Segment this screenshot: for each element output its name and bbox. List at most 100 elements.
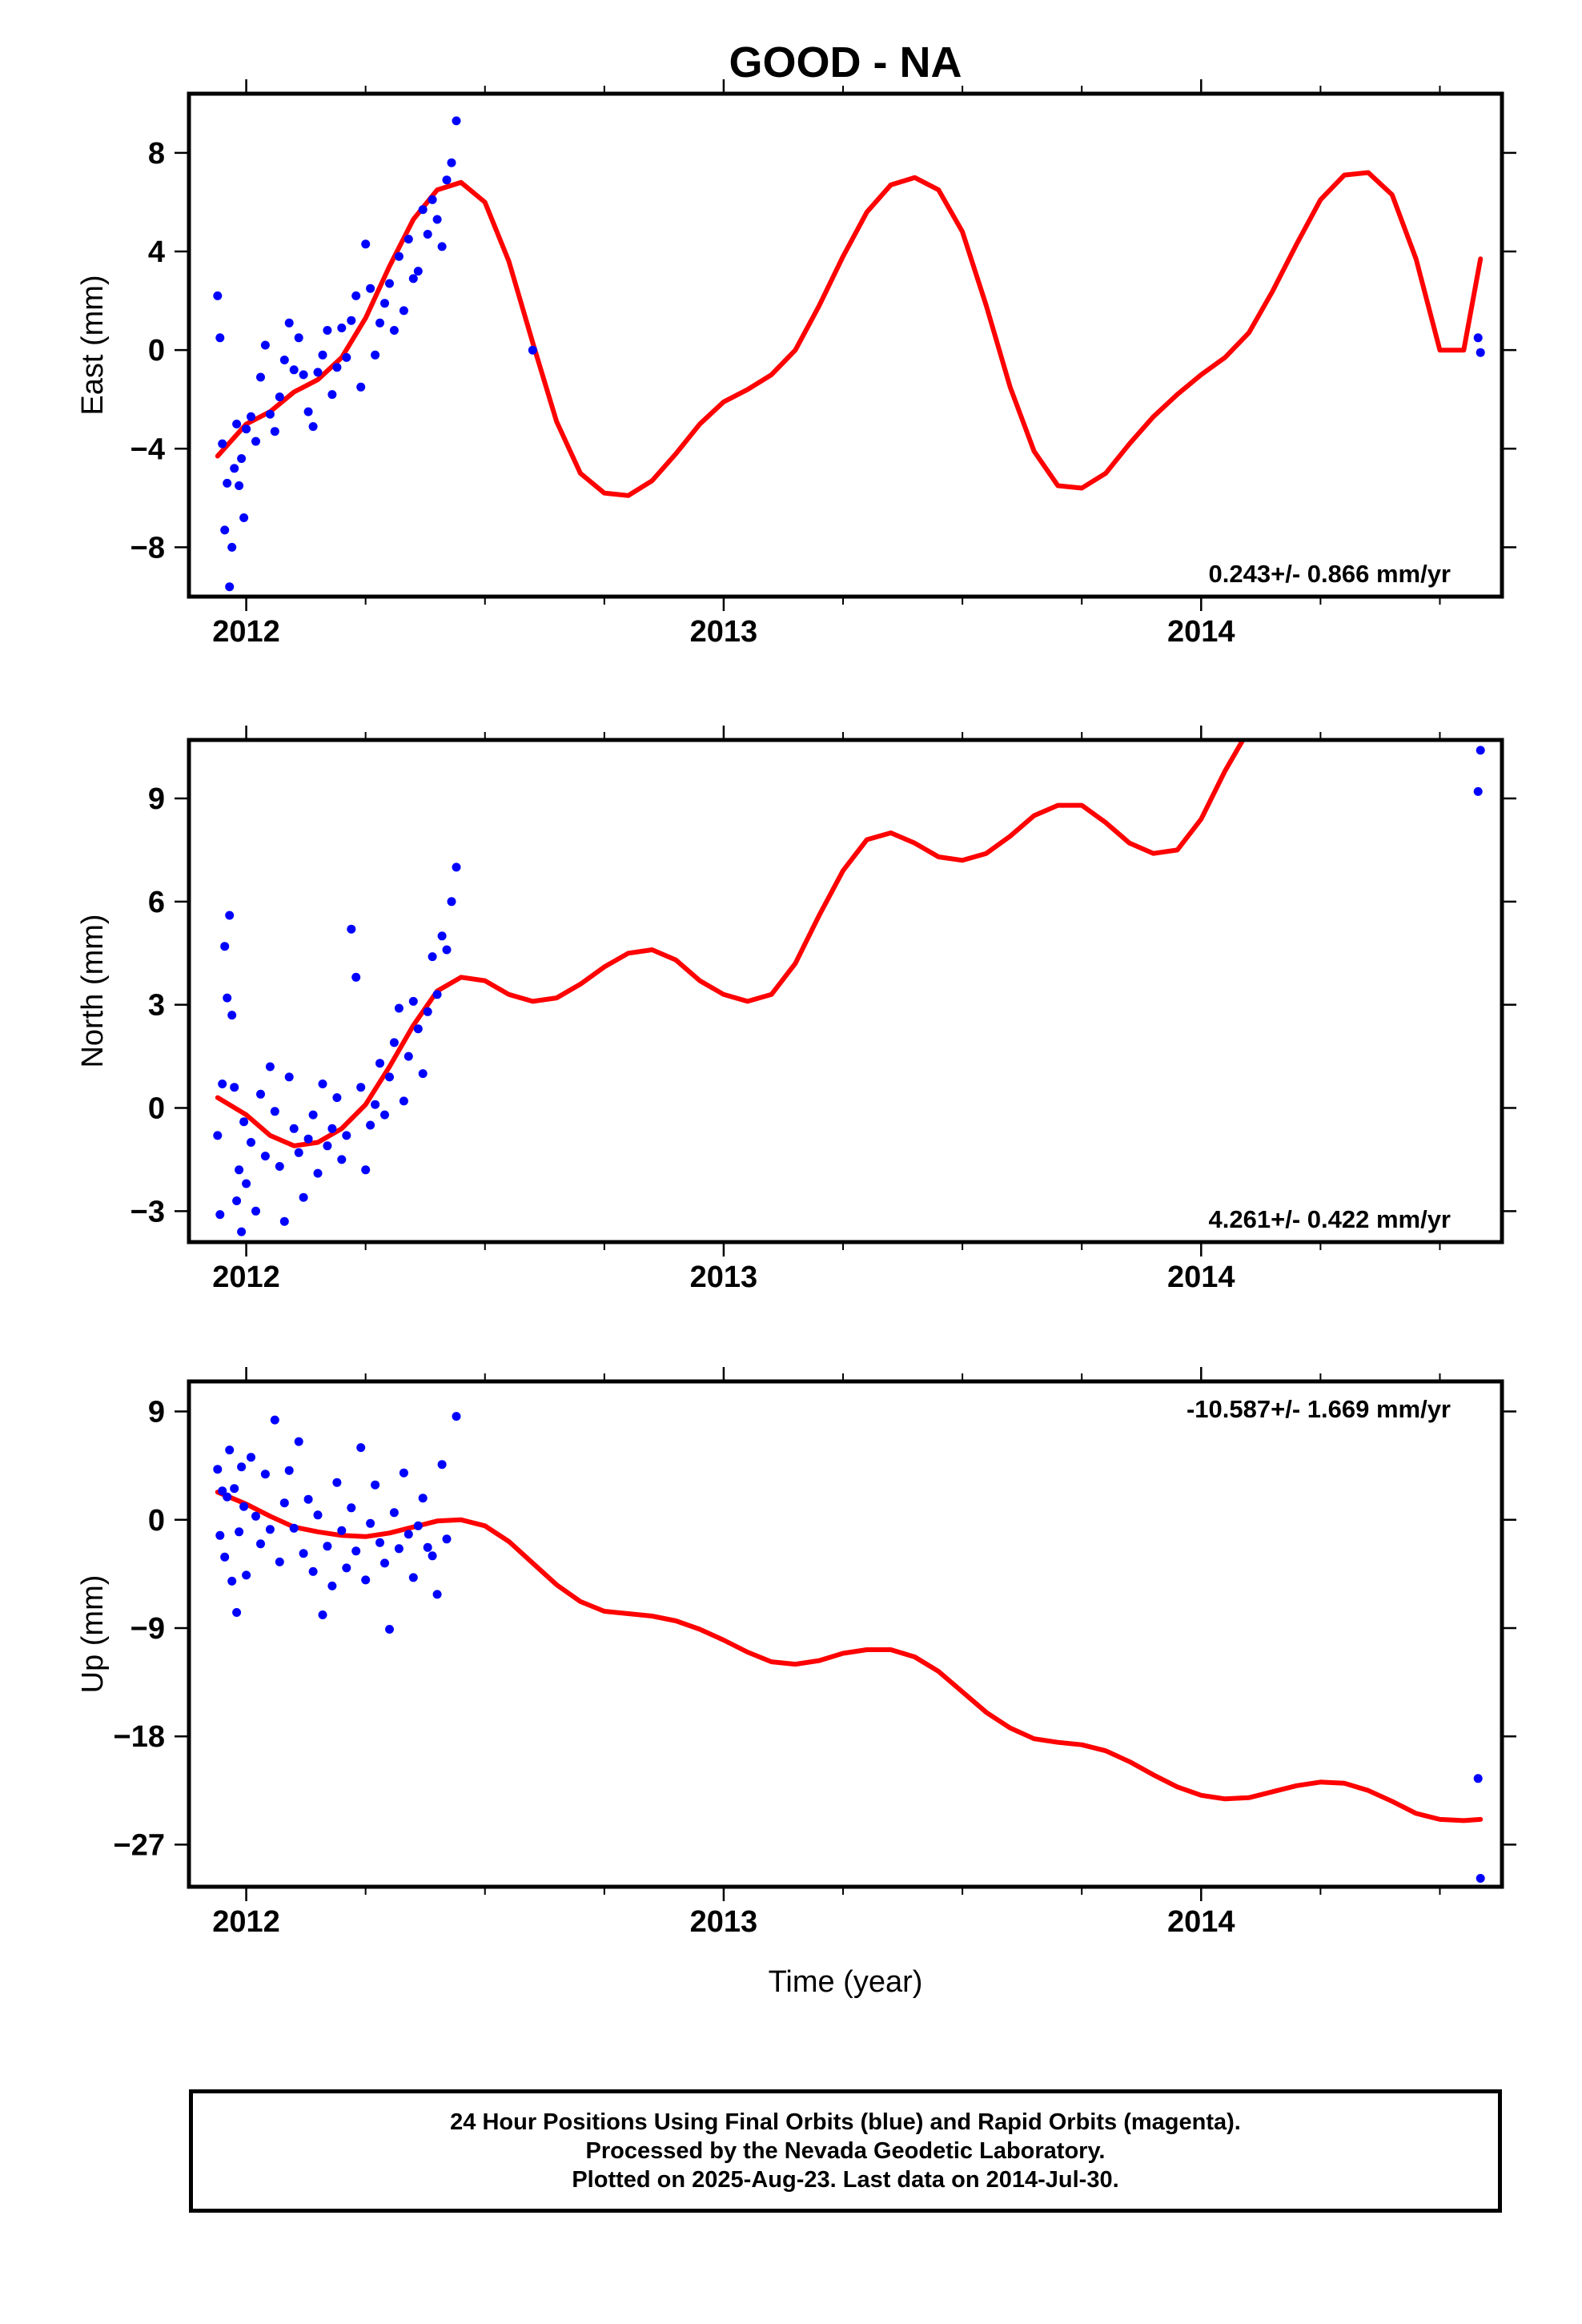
data-point [308,1110,318,1120]
data-point [347,316,356,325]
panel-2: 2012 2013 2014 −3 0 3 6 9 North (mm) 4.261+/- 0.4… [76,726,1516,1294]
x-tick-label: 2014 [1167,615,1235,649]
data-point [418,205,428,215]
data-point [256,1539,265,1549]
data-point [342,1131,351,1140]
data-point [227,1576,237,1586]
data-point [366,1120,375,1130]
data-point [213,1131,223,1140]
data-point [218,1080,227,1088]
data-point [218,1486,227,1496]
data-point [418,1069,428,1079]
data-point [432,1590,442,1599]
plot-frame [187,1379,1504,1889]
plot-frame [187,91,1504,599]
y-tick-label: −8 [130,531,165,565]
y-tick-label: −3 [130,1195,165,1228]
data-point [299,1192,308,1202]
y-tick-label: 9 [148,782,165,816]
data-point [337,1155,347,1164]
data-point [385,1072,394,1082]
data-point [242,1179,251,1188]
data-point [428,1551,437,1561]
data-point [408,1573,418,1582]
data-point [1473,333,1483,343]
data-point [223,478,232,488]
data-point [408,274,418,283]
data-point [423,230,432,239]
data-point [432,215,442,224]
data-point [380,299,389,308]
data-point [1473,786,1483,796]
data-point [256,372,265,382]
data-point [313,1510,323,1520]
data-point [308,422,318,432]
data-point [275,1557,284,1566]
data-point [332,1478,342,1487]
y-tick-label: 0 [148,1504,165,1538]
y-tick-label: 9 [148,1396,165,1429]
x-tick-label: 2014 [1167,1261,1235,1294]
x-axis-label: Time (year) [769,1965,923,1999]
data-point [284,318,294,328]
data-point [213,1465,223,1474]
data-point [371,1100,380,1109]
data-point [223,993,232,1003]
data-point [428,195,437,204]
data-point [260,340,270,350]
data-point [227,1011,237,1020]
data-point [323,1542,332,1551]
data-point [218,439,227,448]
data-point [270,1107,279,1116]
rate-label: 4.261+/- 0.422 mm/yr [1209,1205,1451,1233]
data-point [337,1526,347,1535]
data-point [356,1443,366,1453]
data-point [313,368,323,377]
data-point [1476,348,1485,357]
data-point [256,1089,265,1099]
data-point [215,1530,225,1540]
data-point [275,392,284,402]
data-point [247,1138,255,1147]
data-point [279,356,289,364]
panel-3: 2012 2013 2014 −27 −18 −9 0 9 Up (mm) -10.587+/- … [76,1367,1516,1939]
data-point [399,306,408,316]
x-tick-label: 2012 [212,615,280,649]
x-tick-label: 2013 [690,1905,758,1939]
data-point [432,990,442,999]
data-point [235,1165,244,1175]
y-tick-label: 4 [148,235,165,269]
data-point [265,1062,275,1072]
data-point [232,420,242,428]
y-tick-label: 8 [148,137,165,171]
data-point [220,1552,230,1562]
data-point [371,350,380,360]
figure-title: GOOD - NA [729,38,962,86]
data-point [294,1437,303,1446]
plot-area [213,1412,1485,1883]
data-point [270,427,279,436]
y-tick-label: −9 [130,1612,165,1646]
rate-label: -10.587+/- 1.669 mm/yr [1186,1395,1451,1423]
panels: 2012 2013 2014 −8 −4 0 4 8 East (mm) 0.243+/- 0.8… [76,79,1516,1939]
data-point [389,326,399,335]
model-curve [215,170,1484,498]
data-point [437,931,447,941]
data-point [361,239,371,249]
data-point [279,1498,289,1508]
data-point [342,1563,351,1573]
data-point [447,158,456,167]
data-point [408,996,418,1006]
plot-area [213,740,1485,1236]
data-point [260,1470,270,1479]
y-axis-label: North (mm) [76,914,110,1068]
data-point [327,1124,337,1133]
data-point [230,1484,239,1494]
data-point [366,1518,375,1528]
data-point [361,1165,371,1175]
data-point [230,1083,239,1092]
data-point [235,1527,244,1537]
x-tick-label: 2013 [690,1261,758,1294]
model-curve [215,1490,1484,1823]
